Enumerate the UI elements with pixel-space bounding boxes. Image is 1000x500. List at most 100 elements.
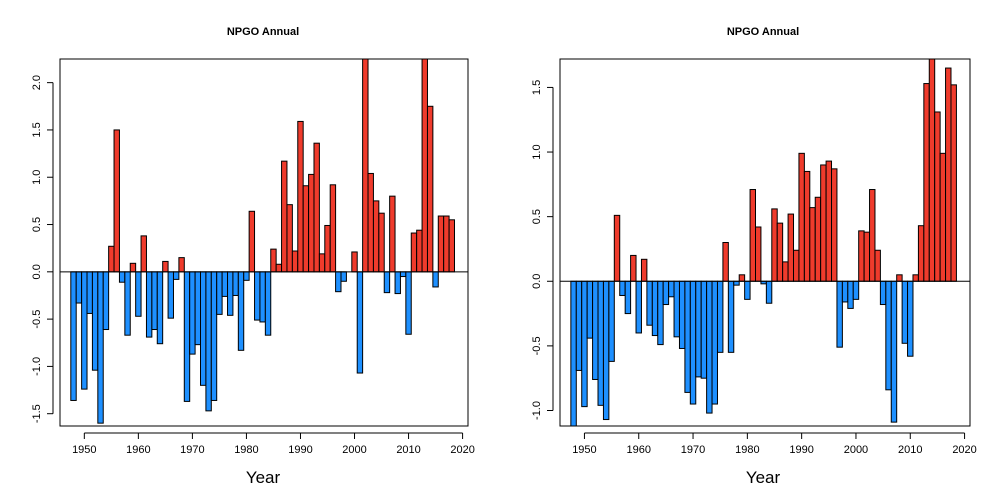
bar-1970 — [189, 271, 196, 355]
bar-1967 — [673, 280, 680, 338]
bar-2002 — [362, 58, 369, 273]
y-tick-label: 0.0 — [31, 264, 43, 279]
bar-1977 — [727, 280, 735, 353]
bar-1994 — [318, 253, 326, 273]
right-chart-xlabel: Year — [746, 468, 781, 487]
bar-1979 — [237, 271, 245, 351]
bar-1959 — [129, 262, 137, 273]
bar-1997 — [836, 280, 843, 348]
bar-1975 — [716, 280, 724, 353]
bar-2009 — [399, 271, 407, 278]
bar-2010 — [907, 280, 914, 357]
bar-1961 — [140, 235, 147, 273]
bar-1962 — [646, 280, 653, 326]
right-chart-panel: NPGO Annual Year 1950 1960 1970 1980 1990 200… — [531, 26, 977, 487]
bar-2017 — [945, 67, 952, 282]
x-tick-label: 1960 — [626, 444, 650, 456]
bar-1951 — [86, 271, 93, 314]
bar-1963 — [651, 280, 659, 337]
bar-1992 — [308, 173, 315, 273]
x-tick-label: 1950 — [572, 444, 596, 456]
bar-2007 — [389, 195, 396, 273]
bar-1964 — [156, 271, 164, 345]
bar-1983 — [259, 271, 266, 323]
bar-1962 — [145, 271, 153, 338]
right-plot-frame — [559, 58, 971, 427]
y-tick-label: -0.5 — [531, 336, 543, 355]
bar-1987 — [782, 261, 789, 282]
x-tick-label: 1980 — [234, 444, 258, 456]
x-tick-label: 1990 — [789, 444, 813, 456]
bar-2015 — [432, 271, 439, 288]
bar-1953 — [97, 271, 104, 424]
bar-2003 — [367, 172, 374, 273]
bar-2009 — [901, 280, 909, 344]
bar-2000 — [852, 280, 860, 300]
bar-2004 — [874, 249, 881, 282]
y-tick-label: 1.5 — [531, 80, 543, 95]
bar-1973 — [706, 280, 713, 414]
y-tick-label: -1.0 — [31, 357, 43, 376]
bar-1971 — [194, 271, 202, 346]
x-tick-label: 2010 — [396, 444, 420, 456]
bar-1957 — [118, 271, 126, 283]
bar-1959 — [630, 254, 637, 282]
bar-1954 — [102, 271, 110, 331]
x-tick-label: 1990 — [288, 444, 312, 456]
left-chart-xlabel: Year — [246, 468, 281, 487]
bar-1949 — [75, 271, 83, 304]
left-chart-panel: NPGO Annual Year 1950 1960 1970 1980 1990 200… — [31, 26, 475, 487]
bar-1950 — [81, 271, 88, 390]
bar-1992 — [809, 207, 816, 282]
bar-1980 — [243, 271, 250, 281]
x-tick-label: 1960 — [126, 444, 150, 456]
bar-1985 — [270, 248, 277, 273]
bar-1996 — [831, 168, 838, 282]
bar-1974 — [711, 280, 718, 405]
bar-1960 — [135, 271, 142, 317]
bar-1993 — [814, 196, 822, 282]
bar-2010 — [405, 271, 412, 335]
bar-1970 — [689, 280, 697, 405]
bar-1974 — [210, 271, 218, 401]
bar-1951 — [586, 280, 594, 339]
bar-2017 — [443, 215, 450, 273]
bar-1978 — [232, 271, 239, 296]
y-tick-label: 0.5 — [31, 217, 43, 232]
y-tick-label: -1.0 — [531, 401, 543, 420]
bar-1989 — [793, 249, 800, 282]
bar-1958 — [624, 280, 632, 315]
right-chart-title: NPGO Annual — [727, 26, 799, 38]
bar-1968 — [178, 257, 185, 273]
bar-2014 — [928, 58, 936, 282]
x-tick-label: 1970 — [180, 444, 204, 456]
bar-1990 — [798, 152, 805, 282]
x-tick-label: 2020 — [450, 444, 474, 456]
left-plot-frame — [59, 58, 469, 427]
bar-1988 — [286, 204, 293, 273]
y-tick-label: -0.5 — [31, 310, 43, 329]
bar-2002 — [863, 231, 871, 282]
y-tick-label: 1.5 — [31, 122, 43, 137]
x-tick-label: 2000 — [342, 444, 366, 456]
bar-1966 — [167, 271, 174, 319]
bar-2006 — [885, 280, 892, 391]
y-tick-label: -1.5 — [31, 404, 43, 423]
bar-1972 — [200, 271, 207, 386]
bar-1998 — [841, 280, 849, 303]
bar-1987 — [281, 160, 288, 273]
bar-2011 — [410, 232, 418, 273]
y-tick-label: 2.0 — [31, 75, 43, 90]
bar-1953 — [597, 280, 604, 406]
x-tick-label: 2010 — [898, 444, 922, 456]
bar-2011 — [912, 274, 919, 282]
bar-1982 — [755, 226, 762, 282]
bar-2001 — [858, 230, 865, 282]
x-tick-label: 1980 — [735, 444, 759, 456]
y-tick-label: 0.0 — [531, 274, 543, 289]
bar-2008 — [394, 271, 401, 295]
bar-1957 — [619, 280, 626, 296]
bar-2015 — [934, 111, 941, 282]
bar-1965 — [662, 280, 670, 306]
